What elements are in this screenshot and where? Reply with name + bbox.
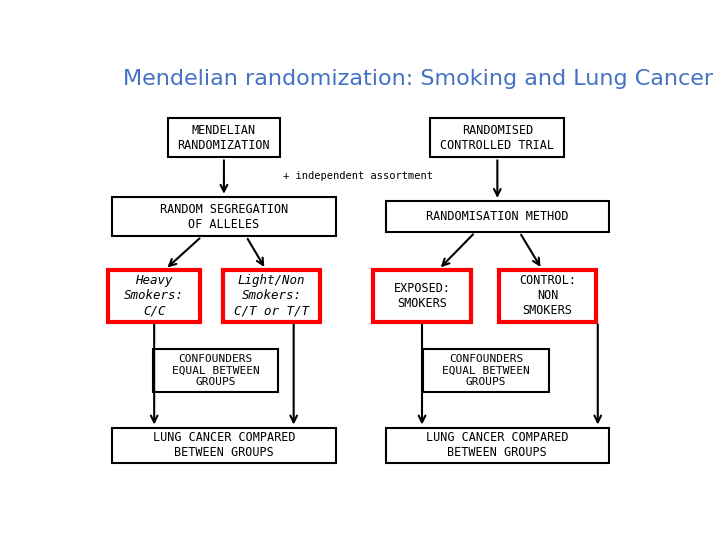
Text: LUNG CANCER COMPARED
BETWEEN GROUPS: LUNG CANCER COMPARED BETWEEN GROUPS bbox=[153, 431, 295, 459]
Text: CONTROL:
NON
SMOKERS: CONTROL: NON SMOKERS bbox=[519, 274, 576, 317]
FancyBboxPatch shape bbox=[386, 428, 609, 463]
Text: CONFOUNDERS
EQUAL BETWEEN
GROUPS: CONFOUNDERS EQUAL BETWEEN GROUPS bbox=[442, 354, 530, 387]
Text: RANDOMISED
CONTROLLED TRIAL: RANDOMISED CONTROLLED TRIAL bbox=[441, 124, 554, 152]
FancyBboxPatch shape bbox=[168, 118, 279, 157]
Text: RANDOMISATION METHOD: RANDOMISATION METHOD bbox=[426, 210, 569, 223]
Text: MENDELIAN
RANDOMIZATION: MENDELIAN RANDOMIZATION bbox=[178, 124, 270, 152]
Text: RANDOM SEGREGATION
OF ALLELES: RANDOM SEGREGATION OF ALLELES bbox=[160, 202, 288, 231]
FancyBboxPatch shape bbox=[431, 118, 564, 157]
Text: CONFOUNDERS
EQUAL BETWEEN
GROUPS: CONFOUNDERS EQUAL BETWEEN GROUPS bbox=[171, 354, 259, 387]
FancyBboxPatch shape bbox=[112, 197, 336, 237]
FancyBboxPatch shape bbox=[499, 269, 596, 321]
FancyBboxPatch shape bbox=[222, 269, 320, 321]
Text: Mendelian randomization: Smoking and Lung Cancer: Mendelian randomization: Smoking and Lun… bbox=[124, 69, 714, 89]
Text: Light/Non
Smokers:
C/T or T/T: Light/Non Smokers: C/T or T/T bbox=[234, 274, 309, 317]
FancyBboxPatch shape bbox=[373, 269, 471, 321]
Text: Heavy
Smokers:
C/C: Heavy Smokers: C/C bbox=[124, 274, 184, 317]
FancyBboxPatch shape bbox=[423, 349, 549, 392]
Text: EXPOSED:
SMOKERS: EXPOSED: SMOKERS bbox=[394, 281, 451, 309]
FancyBboxPatch shape bbox=[153, 349, 279, 392]
Text: + independent assortment: + independent assortment bbox=[282, 171, 433, 181]
FancyBboxPatch shape bbox=[386, 201, 609, 232]
Text: LUNG CANCER COMPARED
BETWEEN GROUPS: LUNG CANCER COMPARED BETWEEN GROUPS bbox=[426, 431, 569, 459]
FancyBboxPatch shape bbox=[112, 428, 336, 463]
FancyBboxPatch shape bbox=[108, 269, 200, 321]
